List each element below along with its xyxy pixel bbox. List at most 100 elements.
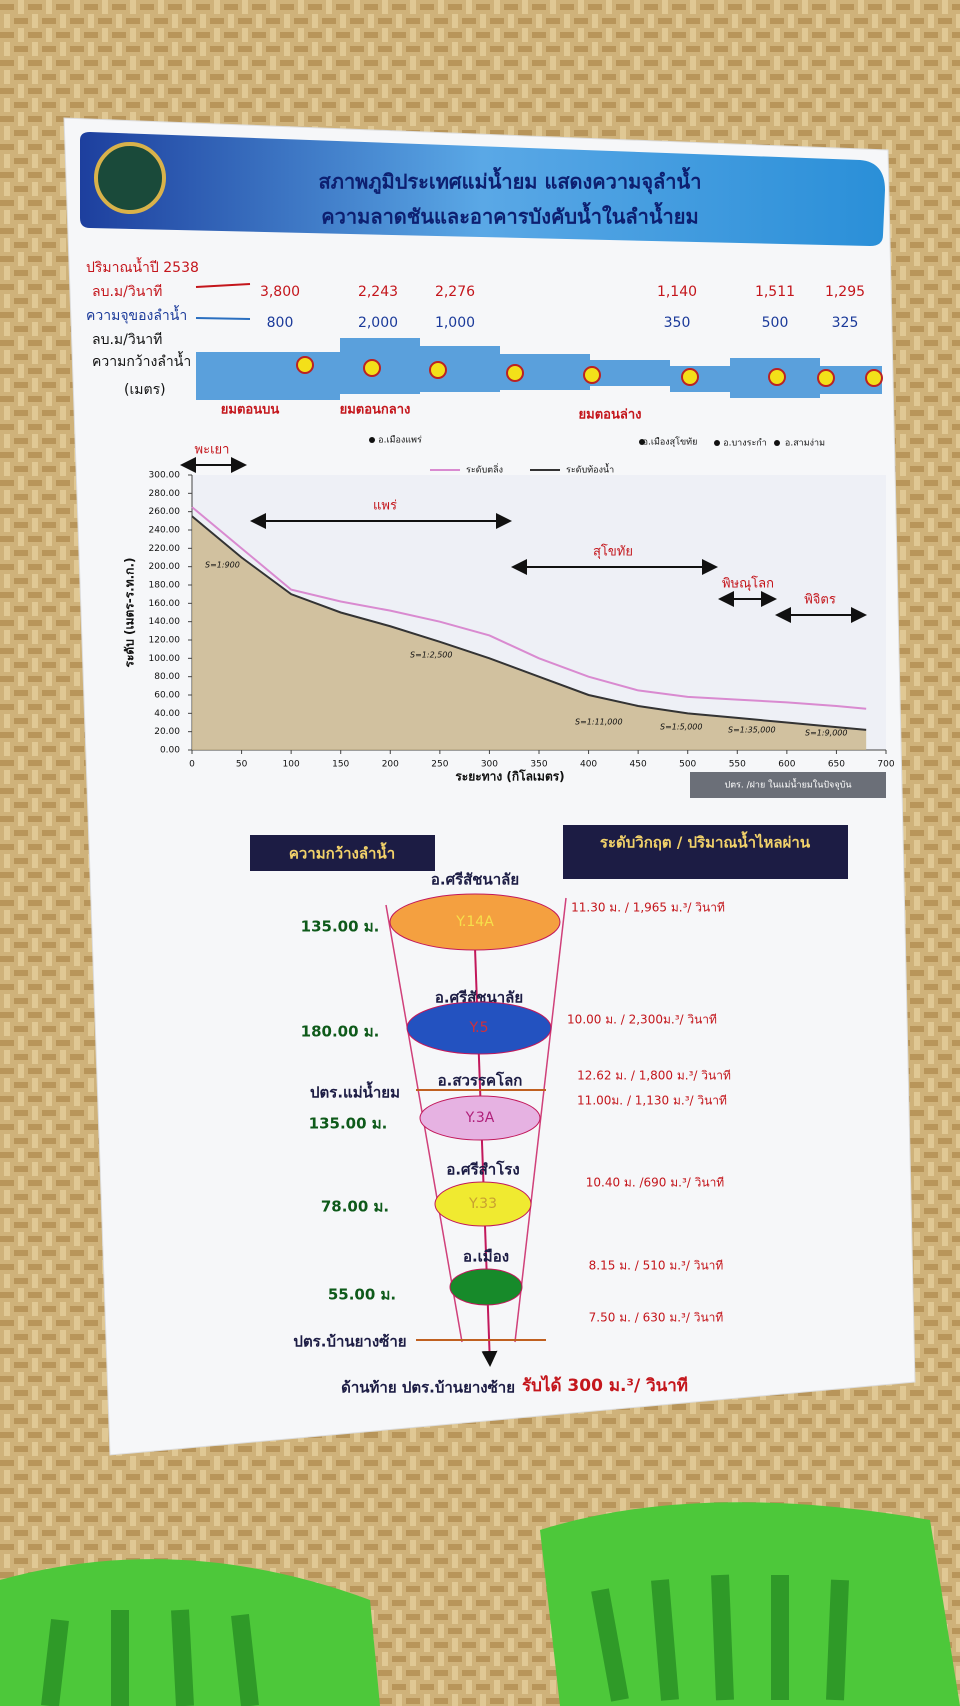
logo [94,142,166,214]
critical-level: 11.30 ม. / 1,965 ม.³/ วินาที [571,901,725,915]
critical-level: 8.15 ม. / 510 ม.³/ วินาที [589,1259,724,1273]
capacity-value: 1,000 [435,315,475,331]
x-tick-label: 450 [630,760,647,770]
station [449,1268,523,1306]
header-box [250,835,435,871]
width-label: 135.00 ม. [301,918,380,936]
width-label: 135.00 ม. [309,1115,388,1133]
critical-level: 11.00ม. / 1,130 ม.³/ วินาที [577,1094,727,1108]
width-label: 55.00 ม. [328,1286,396,1304]
station-code: Y.33 [468,1196,497,1212]
slope-label: S=1:35,000 [728,726,776,735]
gate-label: ปตร.บ้านยางซ้าย [293,1333,406,1351]
x-tick-label: 550 [729,760,746,770]
label: ลบ.ม/วินาที [92,332,162,348]
y-tick-label: 120.00 [149,636,181,646]
y-tick-label: 300.00 [149,471,181,481]
x-tick-label: 150 [332,760,349,770]
town-label: อ.บางระกำ [723,438,767,449]
flow-value: 2,243 [358,284,398,300]
funnel-side [514,897,567,1343]
y-axis-title: ระดับ (เมตร-ร.ท.ก.) [123,558,137,668]
flow-value: 2,276 [435,284,475,300]
series-line [191,506,867,710]
y-tick-label: 280.00 [149,489,181,499]
x-axis-title: ระยะทาง (กิโลเมตร) [455,769,564,784]
y-tick-label: 220.00 [149,544,181,554]
legend-label: ระดับท้องน้ำ [566,463,614,476]
bed-area [192,516,867,750]
flow-value: 3,800 [260,284,300,300]
chairs [0,1502,960,1706]
slope-label: S=1:900 [205,561,240,570]
reaches: ยมตอนบน ยมตอนกลาง ยมตอนล่างอ.เมืองแพร่ อ.เม… [221,403,825,449]
capacity-value: 800 [267,315,294,331]
x-tick-label: 300 [481,760,498,770]
province-label: แพร่ [373,499,397,514]
x-tick-label: 200 [382,760,399,770]
flow-value: 1,295 [825,284,865,300]
critical-level: 12.62 ม. / 1,800 ม.³/ วินาที [577,1069,731,1083]
gate-label: ปตร.แม่น้ำยม [310,1081,400,1102]
y-tick-label: 0.00 [160,746,180,756]
critical-level: 10.40 ม. /690 ม.³/ วินาที [586,1176,725,1190]
town-dot [369,437,375,443]
critical-level: 7.50 ม. / 630 ม.³/ วินาที [589,1311,724,1325]
reach-label: ยมตอนบน [221,403,280,418]
critical-level: 10.00 ม. / 2,300ม.³/ วินาที [567,1013,717,1027]
y-tick-label: 200.00 [149,562,181,572]
station [419,1095,541,1141]
x-tick-label: 100 [283,760,300,770]
y-tick-label: 100.00 [149,654,181,664]
slope-label: S=1:9,000 [805,729,847,738]
footer-capacity: รับได้ 300 ม.³/ วินาที [522,1375,688,1396]
label: ความกว้างลำน้ำ [92,351,191,370]
y-tick-label: 180.00 [149,581,181,591]
arrow [195,283,251,288]
title: ความลาดชันและอาคารบังคับน้ำในลำน้ำยม [321,202,698,229]
province-label: พิจิตร [804,593,836,608]
reach-label: ยมตอนกลาง [340,403,411,418]
station [406,1001,552,1055]
width-label: 78.00 ม. [321,1198,389,1216]
district-label: อ.ศรีสำโรง [446,1160,519,1179]
poster [63,117,916,1456]
town-label: อ.สามง่าม [785,439,825,449]
header-box [563,825,848,879]
capacity-value: 500 [762,315,789,331]
y-tick-label: 160.00 [149,599,181,609]
x-tick-label: 500 [679,760,696,770]
flow-value: 1,511 [755,284,795,300]
y-tick-label: 140.00 [149,617,181,627]
y-tick-label: 40.00 [154,709,180,719]
district-label: อ.สวรรคโลก [438,1071,523,1090]
footer: ด้านท้าย ปตร.บ้านยางซ้าย [341,1379,515,1397]
label: (เมตร) [124,382,166,398]
province-label: พะเยา [195,443,230,458]
town-dot [774,440,780,446]
station [389,893,561,951]
label: ลบ.ม/วินาที [92,284,162,300]
capacity-value: 2,000 [358,315,398,331]
x-tick-label: 700 [877,760,894,770]
x-tick-label: 0 [189,760,195,770]
x-tick-label: 400 [580,760,597,770]
reach-label: ยมตอนล่าง [579,408,642,423]
x-tick-label: 350 [530,760,547,770]
capacity-value: 350 [664,315,691,331]
capacity-value: 325 [832,315,859,331]
town-label: อ.เมืองแพร่ [378,435,422,446]
series-line [191,515,867,731]
station [434,1181,532,1227]
header-band [80,132,885,246]
note-box [690,772,886,798]
slope-label: S=1:5,000 [660,723,702,732]
station-code: Y.5 [468,1020,488,1036]
note: ปตร. /ฝาย ในแม่น้ำยมในปัจจุบัน [725,778,852,791]
y-tick-label: 60.00 [154,691,180,701]
town-dot [639,439,645,445]
width-header: ความกว้างลำน้ำ [289,842,395,863]
funnel: ความกว้างลำน้ำ ระดับวิกฤต / ปริมาณน้ำไหลผ… [250,825,848,1397]
